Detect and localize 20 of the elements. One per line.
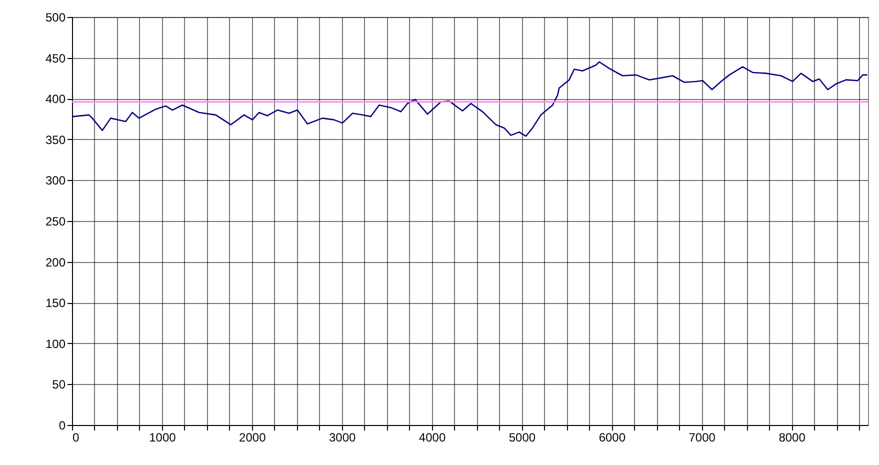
x-tick-label: 8000 (778, 430, 806, 444)
y-tick-label: 50 (52, 378, 66, 392)
x-tick-label: 6000 (598, 430, 626, 444)
y-tick-label: 100 (45, 336, 66, 351)
x-tick-label: 2000 (239, 430, 266, 444)
y-tick-label: 450 (45, 51, 66, 66)
x-tick-label: 3000 (328, 430, 356, 444)
x-tick-label: 4000 (418, 430, 446, 444)
y-tick-label: 400 (45, 92, 66, 106)
y-tick-label: 500 (45, 10, 66, 24)
x-tick-label: 7000 (688, 430, 716, 444)
y-tick-label: 300 (45, 174, 66, 188)
y-tick-label: 350 (45, 132, 66, 147)
y-tick-label: 200 (45, 255, 66, 270)
y-tick-label: 250 (45, 214, 66, 228)
y-tick-label: 0 (58, 418, 66, 432)
x-tick-label: 0 (72, 430, 80, 444)
y-tick-label: 150 (45, 296, 66, 310)
x-tick-label: 5000 (508, 430, 536, 444)
x-tick-label: 1000 (149, 430, 176, 444)
